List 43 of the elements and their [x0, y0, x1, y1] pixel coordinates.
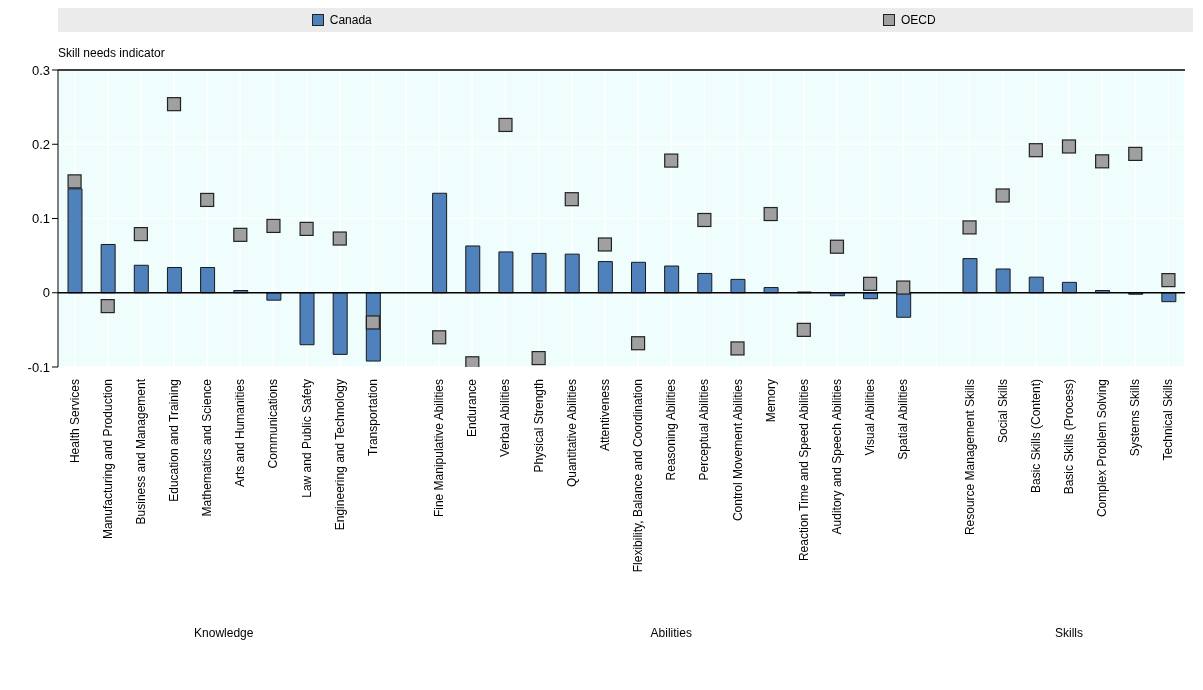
x-tick-label: Systems Skills	[1128, 379, 1143, 457]
x-tick-label: Arts and Humanities	[233, 379, 248, 488]
x-tick-label: Transportation	[365, 379, 380, 456]
x-tick-label: Perceptual Abilities	[697, 379, 712, 481]
x-tick-label: Control Movement Abilities	[730, 379, 745, 522]
x-tick-label: Complex Problem Solving	[1095, 379, 1110, 518]
x-tick-label: Business and Management	[133, 378, 148, 525]
y-tick-label: -0.1	[27, 359, 50, 375]
text: Knowledge	[194, 626, 254, 640]
x-tick-label: Endurance	[465, 378, 480, 438]
legend-label: OECD	[900, 13, 936, 27]
x-tick-label: Reaction Time and Speed Abilities	[796, 379, 811, 562]
y-tick-label: 0.1	[31, 211, 50, 227]
x-tick-label: Resource Management Skills	[962, 379, 977, 536]
x-tick-label: Reasoning Abilities	[664, 379, 679, 481]
legend-label: Canada	[329, 13, 372, 27]
x-tick-label: Education and Training	[167, 379, 182, 502]
x-tick-label: Health Services	[67, 379, 82, 464]
text: Skills	[1054, 626, 1083, 640]
x-tick-label: Communications	[266, 379, 281, 469]
x-tick-label: Physical Strength	[531, 379, 546, 473]
x-tick-label: Memory	[763, 379, 778, 423]
x-tick-label: Law and Public Safety	[299, 379, 314, 498]
x-tick-label: Flexibility, Balance and Coordination	[631, 379, 646, 573]
x-tick-label: Visual Abilities	[863, 379, 878, 456]
x-tick-label: Mathematics and Science	[200, 378, 215, 517]
x-tick-label: Attentiveness	[597, 379, 612, 452]
y-tick-label: 0.3	[31, 62, 50, 78]
y-tick-label: 0	[42, 285, 50, 301]
x-tick-label: Social Skills	[995, 379, 1010, 444]
x-tick-label: Basic Skills (Process)	[1061, 379, 1076, 495]
text: Abilities	[650, 626, 692, 640]
y-axis-title: Skill needs indicator	[58, 46, 165, 60]
x-tick-label: Verbal Abilities	[498, 379, 513, 458]
x-tick-label: Fine Manipulative Abilities	[432, 379, 447, 518]
x-tick-label: Engineering and Technology	[332, 379, 347, 531]
x-tick-label: Technical Skills	[1161, 379, 1176, 461]
y-tick-label: 0.2	[31, 136, 50, 152]
x-tick-label: Spatial Abilities	[896, 379, 911, 460]
x-tick-label: Quantitative Abilities	[564, 379, 579, 488]
x-tick-label: Manufacturing and Production	[100, 379, 115, 540]
x-tick-label: Basic Skills (Content)	[1028, 379, 1043, 494]
x-tick-label: Auditory and Speech Abilities	[829, 379, 844, 535]
